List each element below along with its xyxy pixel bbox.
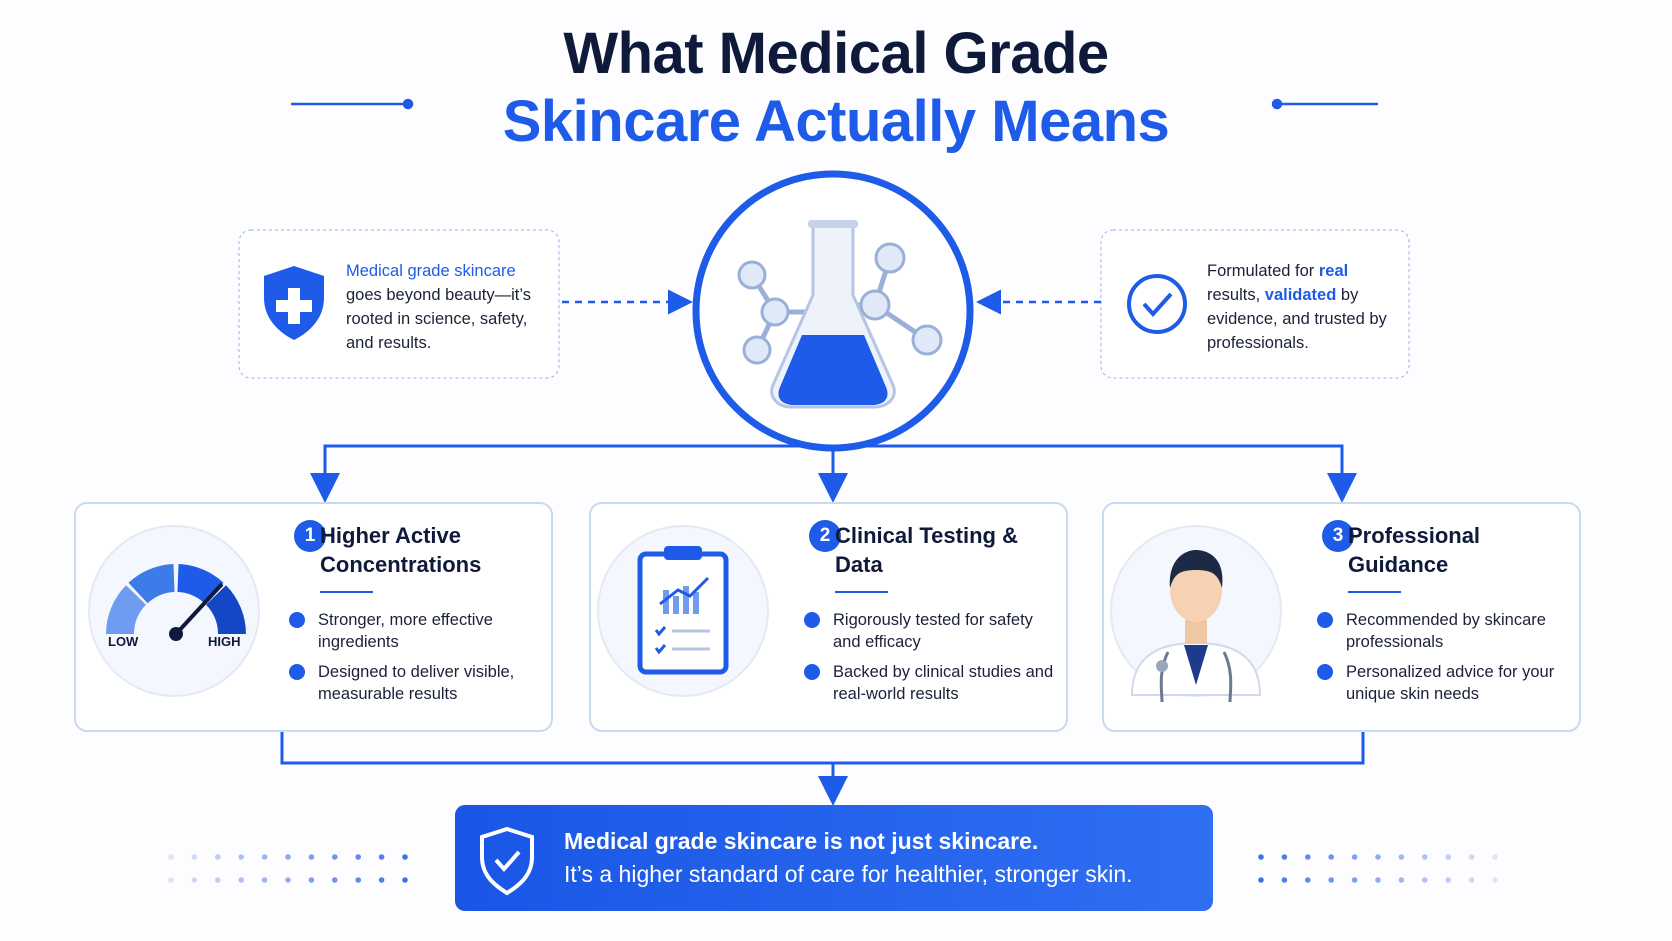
dot (1328, 877, 1334, 883)
note-text: Formulated for (1207, 262, 1319, 280)
dot-decor (168, 854, 1498, 883)
dot (1351, 854, 1358, 860)
gauge-icon (106, 564, 246, 641)
flask-icon (737, 220, 943, 409)
banner (455, 805, 1213, 911)
bullet-check (289, 612, 305, 628)
dot (1281, 854, 1288, 860)
bullet-text: Stronger, more effective ingredients (318, 611, 493, 651)
dot (1305, 877, 1311, 883)
dot (1398, 877, 1405, 883)
dot (1281, 877, 1288, 883)
dot (308, 854, 315, 860)
number-badge: 1 (294, 520, 326, 552)
bullet-check (1317, 612, 1333, 628)
dot (355, 877, 362, 883)
title-line1: What Medical Grade (563, 21, 1109, 86)
left-note: Medical grade skincare goes beyond beaut… (346, 259, 536, 355)
dot (1422, 854, 1428, 860)
dot (1351, 877, 1358, 883)
banner-text: It’s a higher standard of care for healt… (564, 861, 1133, 887)
dot (1468, 877, 1475, 883)
dot (378, 854, 385, 860)
dot (285, 854, 291, 860)
dot (215, 854, 221, 860)
dot (1258, 854, 1264, 860)
check-icon (1127, 274, 1187, 334)
dot (215, 877, 221, 883)
bullet-check (804, 612, 820, 628)
dot (168, 877, 174, 883)
dot (238, 877, 244, 883)
title-underline (320, 591, 373, 593)
note-text: goes beyond beauty—it’s rooted in scienc… (346, 286, 531, 352)
dot (285, 877, 291, 883)
dot (1445, 877, 1451, 883)
note-text: results, (1207, 286, 1265, 304)
dot (378, 877, 385, 883)
clipboard-icon (637, 546, 729, 675)
dot (1258, 877, 1264, 883)
number-badge: 2 (809, 520, 841, 552)
card-title: Higher Active Concentrations (320, 523, 482, 577)
bullet-text: Rigorously tested for safety and efficac… (833, 611, 1033, 651)
dot (1305, 854, 1311, 860)
dot (238, 854, 244, 860)
gauge-low: LOW (108, 634, 139, 649)
bullet-text: Designed to deliver visible, measurable … (318, 663, 515, 703)
dot (1422, 877, 1428, 883)
dot (1375, 877, 1381, 883)
dot (261, 854, 268, 860)
dot (1492, 854, 1498, 860)
note-highlight: validated (1264, 286, 1337, 304)
bullet-text: Personalized advice for your unique skin… (1346, 663, 1555, 703)
dot (1375, 854, 1381, 860)
doctor-icon (1130, 550, 1262, 703)
dot (168, 854, 174, 860)
card-title: Clinical Testing & Data (835, 523, 1018, 577)
dot (332, 854, 338, 860)
bullet-text: Recommended by skincare professionals (1346, 611, 1546, 651)
dot (308, 877, 315, 883)
title-underline (835, 591, 888, 593)
title-line2: Skincare Actually Means (502, 89, 1170, 154)
dot (332, 877, 338, 883)
banner-shield (480, 826, 534, 896)
note-highlight: real (1318, 262, 1349, 280)
note-highlight: Medical grade skincare (346, 262, 516, 280)
dot (1445, 854, 1451, 860)
title-underline (1348, 591, 1401, 593)
dot (1468, 854, 1475, 860)
bullet-text: Backed by clinical studies and real-worl… (833, 663, 1054, 703)
note-text: by evidence, and trusted by professional… (1207, 286, 1387, 352)
dot (1398, 854, 1405, 860)
dot (1492, 877, 1498, 883)
dot (1328, 854, 1334, 860)
bullet-check (804, 664, 820, 680)
gauge-high: HIGH (208, 634, 241, 649)
dot (191, 877, 198, 883)
dot (355, 854, 362, 860)
card-title: Professional Guidance (1348, 523, 1481, 577)
number-badge: 3 (1322, 520, 1354, 552)
dot (191, 854, 198, 860)
right-note: Formulated for real results, validated b… (1207, 259, 1397, 355)
bullet-check (1317, 664, 1333, 680)
dot (402, 877, 408, 883)
title-decor (291, 98, 1378, 110)
dot (402, 854, 408, 860)
banner-headline: Medical grade skincare is not just skinc… (564, 828, 1039, 854)
bullet-check (289, 664, 305, 680)
dot (261, 877, 268, 883)
left-note-box (238, 229, 560, 379)
connectors (280, 444, 1365, 806)
right-note-box (1100, 229, 1410, 379)
